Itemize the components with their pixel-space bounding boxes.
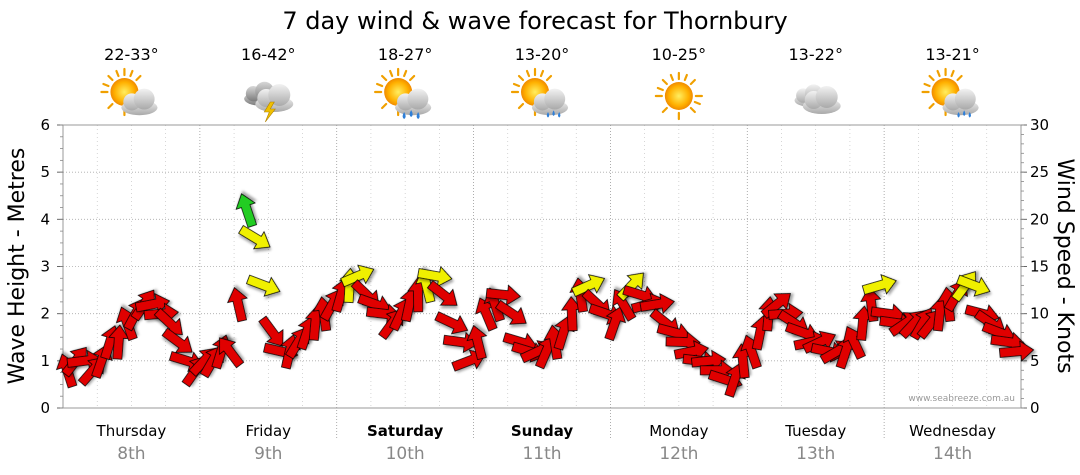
left-tick-label: 5: [40, 163, 50, 181]
left-axis-label: Wave Height - Metres: [5, 148, 30, 385]
day-temperature: 10-25°: [652, 45, 707, 64]
day-name: Wednesday: [909, 422, 996, 440]
day-temperature: 18-27°: [378, 45, 433, 64]
wind-arrow: [571, 274, 606, 297]
wind-arrow: [219, 337, 245, 369]
wind-arrow: [226, 287, 249, 323]
chart-title: 7 day wind & wave forecast for Thornbury: [282, 7, 787, 35]
right-axis: 0 5 10 15 20 25 30: [1021, 116, 1049, 417]
day-temperature: 13-20°: [515, 45, 570, 64]
weather-icon-row: [100, 67, 979, 123]
wind-arrow: [485, 284, 522, 306]
day-date: 12th: [659, 444, 698, 464]
wind-arrow: [998, 340, 1035, 362]
day-name: Saturday: [367, 422, 444, 440]
day-temperature: 13-22°: [788, 45, 843, 64]
wind-arrow: [673, 340, 710, 362]
left-tick-label: 0: [40, 399, 50, 417]
day-temperature: 13-21°: [925, 45, 980, 64]
wind-arrow: [434, 311, 469, 335]
storm-cloud-icon: [244, 81, 294, 123]
right-tick-label: 5: [1030, 352, 1040, 370]
right-axis-label: Wind Speed - Knots: [1052, 158, 1077, 373]
wind-arrows: [55, 193, 1035, 398]
day-date: 10th: [386, 444, 425, 464]
left-tick-label: 1: [40, 352, 50, 370]
sun-cloud-rain-icon: [374, 67, 432, 119]
wind-arrow: [340, 264, 375, 288]
left-tick-label: 2: [40, 305, 50, 323]
day-date: 9th: [254, 444, 282, 464]
wind-arrow: [426, 280, 458, 306]
day-name: Sunday: [511, 422, 574, 440]
wind-arrow: [560, 296, 583, 332]
wind-arrow: [235, 193, 258, 228]
sun-icon: [654, 71, 703, 121]
wind-arrow: [161, 327, 193, 353]
day-temperature: 16-42°: [241, 45, 296, 64]
right-tick-label: 20: [1030, 210, 1049, 228]
left-axis: 0 1 2 3 4 5 6: [40, 116, 63, 417]
day-date: 13th: [796, 444, 835, 464]
wind-arrow: [245, 274, 281, 297]
day-name: Thursday: [96, 422, 167, 440]
wind-arrow: [258, 315, 284, 347]
left-tick-label: 3: [40, 258, 50, 276]
wind-arrow: [494, 299, 527, 325]
temperature-row: 22-33° 16-42° 18-27° 13-20° 10-25° 13-22° 13-2…: [104, 45, 980, 64]
sun-cloud-icon: [100, 67, 158, 117]
day-temperature: 22-33°: [104, 45, 159, 64]
sun-cloud-drizzle-icon: [510, 67, 569, 118]
sun-cloud-drizzle-icon: [921, 67, 979, 118]
right-tick-label: 0: [1030, 399, 1040, 417]
day-name: Friday: [246, 422, 292, 440]
left-tick-label: 4: [40, 210, 50, 228]
wind-arrow: [108, 324, 130, 360]
right-tick-label: 30: [1030, 116, 1049, 134]
cloud-icon: [794, 84, 841, 114]
right-tick-label: 15: [1030, 258, 1049, 276]
wind-arrow: [955, 274, 991, 297]
day-date: 8th: [117, 444, 145, 464]
credit-text: www.seabreeze.com.au: [908, 394, 1015, 404]
day-date: 11th: [522, 444, 561, 464]
wind-arrow: [466, 324, 488, 361]
left-tick-label: 6: [40, 116, 50, 134]
day-axis: Thursday 8th Friday 9th Saturday 10th Sunday 11…: [96, 422, 997, 464]
day-date: 14th: [933, 444, 972, 464]
wind-arrow: [639, 292, 675, 315]
right-tick-label: 10: [1030, 305, 1049, 323]
wind-arrow: [604, 306, 627, 342]
wind-arrow: [238, 224, 271, 250]
wind-arrow: [861, 274, 897, 295]
wind-arrow: [690, 349, 727, 372]
wind-arrow: [417, 265, 453, 288]
day-name: Monday: [649, 422, 708, 440]
day-name: Tuesday: [784, 422, 846, 440]
right-tick-label: 25: [1030, 163, 1049, 181]
